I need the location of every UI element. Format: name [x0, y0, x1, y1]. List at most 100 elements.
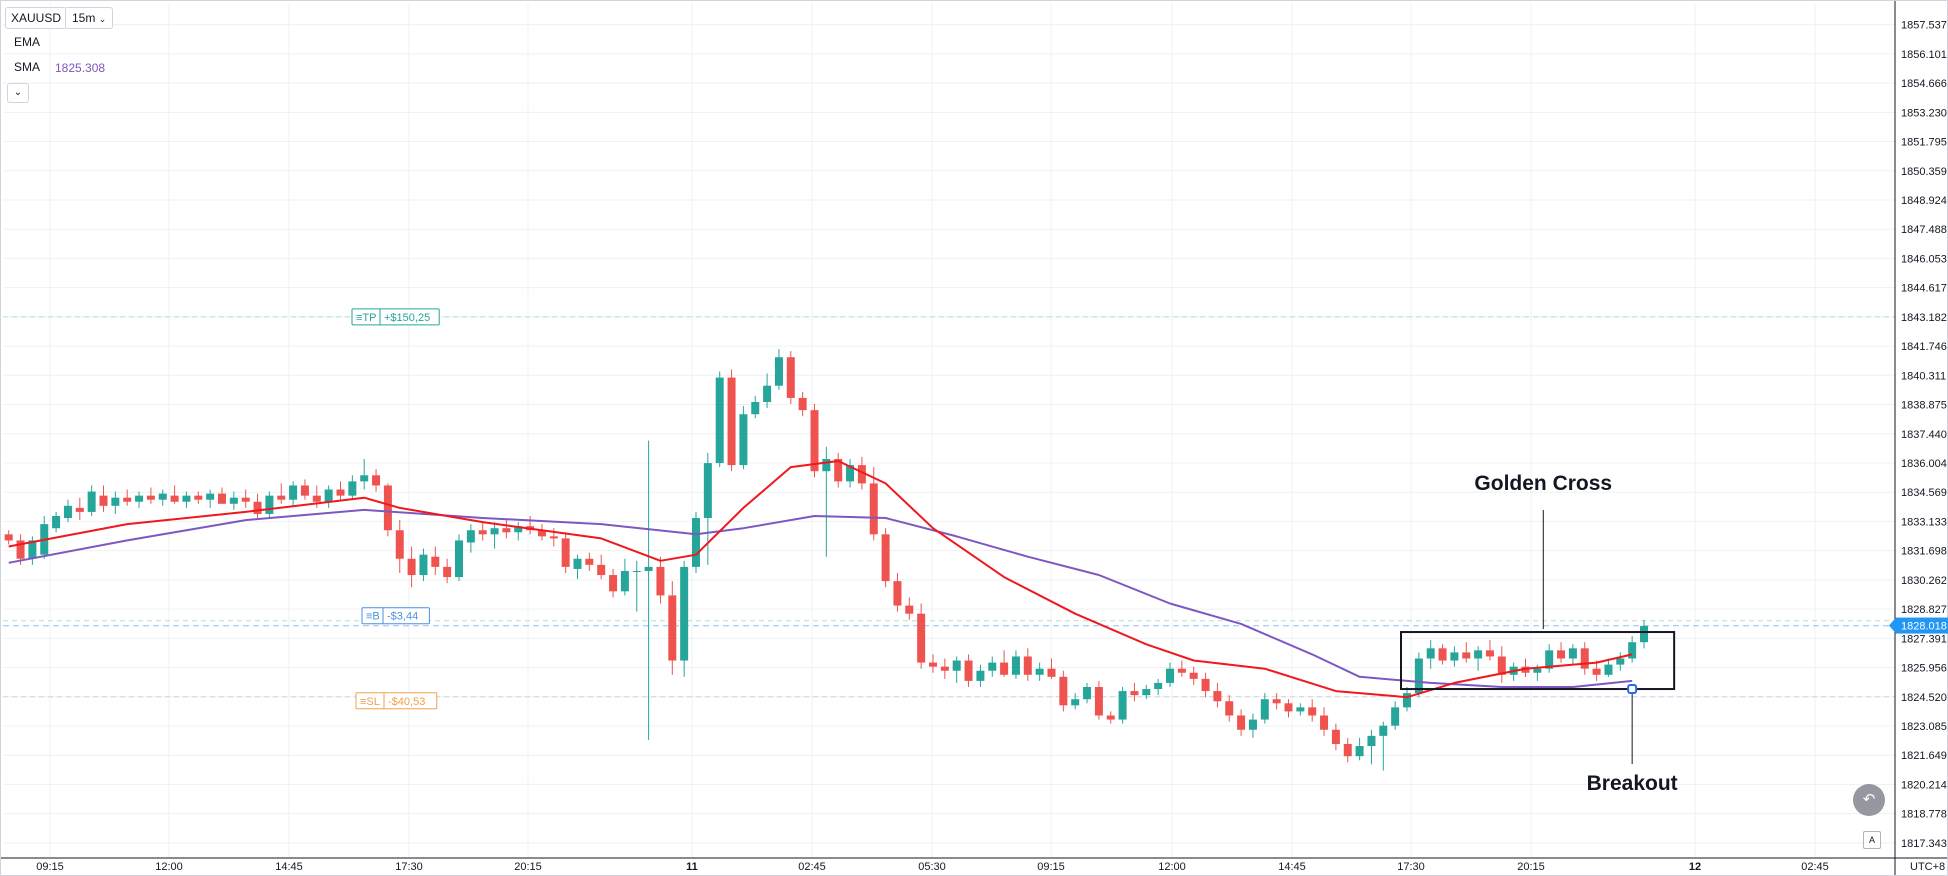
y-tick-label: 1834.569 — [1901, 487, 1947, 499]
candle-body — [917, 613, 926, 663]
candle-body — [976, 670, 985, 681]
candle-body — [1367, 735, 1376, 747]
auto-scale-icon: A — [1868, 835, 1875, 845]
candle-body — [336, 489, 345, 496]
take-profit-label-tag: ≡TP — [356, 312, 376, 324]
y-tick-label: 1847.488 — [1901, 224, 1947, 236]
candle-body — [1604, 664, 1613, 675]
candle-body — [1284, 703, 1293, 712]
candle-body — [1533, 668, 1542, 673]
candle-body — [549, 536, 558, 539]
take-profit-label: ≡TP +$150,25 — [351, 308, 440, 326]
candle-body — [455, 540, 463, 578]
candle-body — [1118, 691, 1127, 720]
timeframe-selector[interactable]: 15m ⌄ — [65, 7, 114, 29]
x-tick-label: 14:45 — [1278, 861, 1306, 873]
auto-scale-button[interactable]: A — [1863, 831, 1881, 849]
candle-body — [1023, 656, 1032, 675]
candle-body — [324, 489, 333, 502]
symbol-selector[interactable]: XAUUSD — [5, 7, 68, 29]
y-tick-label: 1850.359 — [1901, 166, 1947, 178]
candle-body — [680, 566, 689, 661]
candle-body — [123, 497, 132, 502]
x-tick-label: 20:15 — [514, 861, 542, 873]
x-tick-label: 09:15 — [36, 861, 64, 873]
x-tick-label: 17:30 — [1397, 861, 1425, 873]
candle-body — [135, 495, 144, 502]
candle-body — [1592, 668, 1601, 675]
y-tick-label: 1818.778 — [1901, 809, 1947, 821]
candle-body — [1272, 699, 1281, 704]
candle-body — [1260, 699, 1269, 720]
candle-body — [146, 495, 155, 500]
scroll-to-realtime-icon: ↶ — [1862, 791, 1876, 808]
candle-body — [478, 530, 487, 535]
candle-body — [111, 497, 120, 506]
entry-order-label: ≡B -$3,44 — [361, 607, 430, 625]
candle-body — [1035, 668, 1044, 675]
candle-body — [277, 495, 286, 500]
x-tick-label: 20:15 — [1517, 861, 1545, 873]
candle-body — [443, 566, 452, 578]
candle-body — [182, 495, 191, 502]
candle-body — [1450, 652, 1459, 661]
candle-body — [1403, 693, 1411, 708]
candle-body — [1130, 691, 1139, 696]
candle-body — [431, 556, 440, 567]
indicator-sma-label[interactable]: SMA — [14, 60, 41, 74]
take-profit-label-box — [351, 308, 440, 326]
candle-body — [28, 540, 37, 559]
candle-body — [798, 397, 807, 411]
x-tick-label: 02:45 — [1801, 861, 1829, 873]
y-tick-label: 1827.391 — [1901, 633, 1947, 645]
candle-body — [703, 463, 712, 519]
candle-body — [1485, 650, 1494, 657]
indicator-ema-label[interactable]: EMA — [14, 35, 41, 49]
candle-body — [253, 501, 262, 514]
candle-body — [300, 485, 309, 496]
candle-body — [774, 357, 783, 386]
chevron-down-icon: ⌄ — [98, 14, 107, 24]
y-tick-label: 1817.343 — [1901, 838, 1947, 850]
candle-body — [502, 528, 511, 533]
candle-body — [1166, 668, 1174, 683]
candle-body — [63, 505, 72, 519]
candle-body — [1545, 650, 1554, 669]
y-tick-label: 1833.133 — [1901, 516, 1947, 528]
y-tick-label: 1831.698 — [1901, 546, 1947, 558]
y-tick-label: 1825.956 — [1901, 663, 1947, 675]
candle-body — [514, 526, 523, 533]
candle-body — [1497, 656, 1506, 675]
candle-body — [881, 534, 890, 582]
scroll-to-realtime-button[interactable]: ↶ — [1853, 784, 1885, 816]
candle-body — [312, 495, 321, 502]
candle-body — [1616, 658, 1625, 665]
legend-collapse-button[interactable]: ⌄ — [7, 83, 29, 103]
y-tick-label: 1843.182 — [1901, 312, 1947, 324]
candle-body — [929, 662, 937, 667]
ema-line — [8, 460, 1633, 699]
candle-body — [1296, 707, 1305, 712]
golden-cross-label: Golden Cross — [1474, 472, 1612, 495]
moving-average-lines — [8, 460, 1633, 699]
candle-body — [609, 575, 618, 592]
stop-loss-label-box — [355, 692, 438, 710]
candle-body — [893, 581, 902, 606]
stop-loss-label-tag: ≡SL — [360, 696, 380, 708]
candle-body — [1225, 701, 1234, 716]
candle-body — [751, 402, 760, 415]
candle-body — [1047, 668, 1056, 677]
candle-body — [632, 570, 641, 572]
breakout-anchor-handle — [1627, 684, 1638, 695]
candle-body — [158, 493, 167, 500]
breakout-label: Breakout — [1587, 772, 1678, 795]
candle-body — [1628, 642, 1637, 659]
y-tick-label: 1856.101 — [1901, 49, 1947, 61]
x-tick-label: 09:15 — [1037, 861, 1065, 873]
candle-body — [1474, 650, 1483, 659]
y-tick-label: 1821.649 — [1901, 750, 1947, 762]
candle-body — [561, 538, 570, 567]
candle-body — [597, 564, 606, 576]
candle-body — [964, 660, 973, 681]
